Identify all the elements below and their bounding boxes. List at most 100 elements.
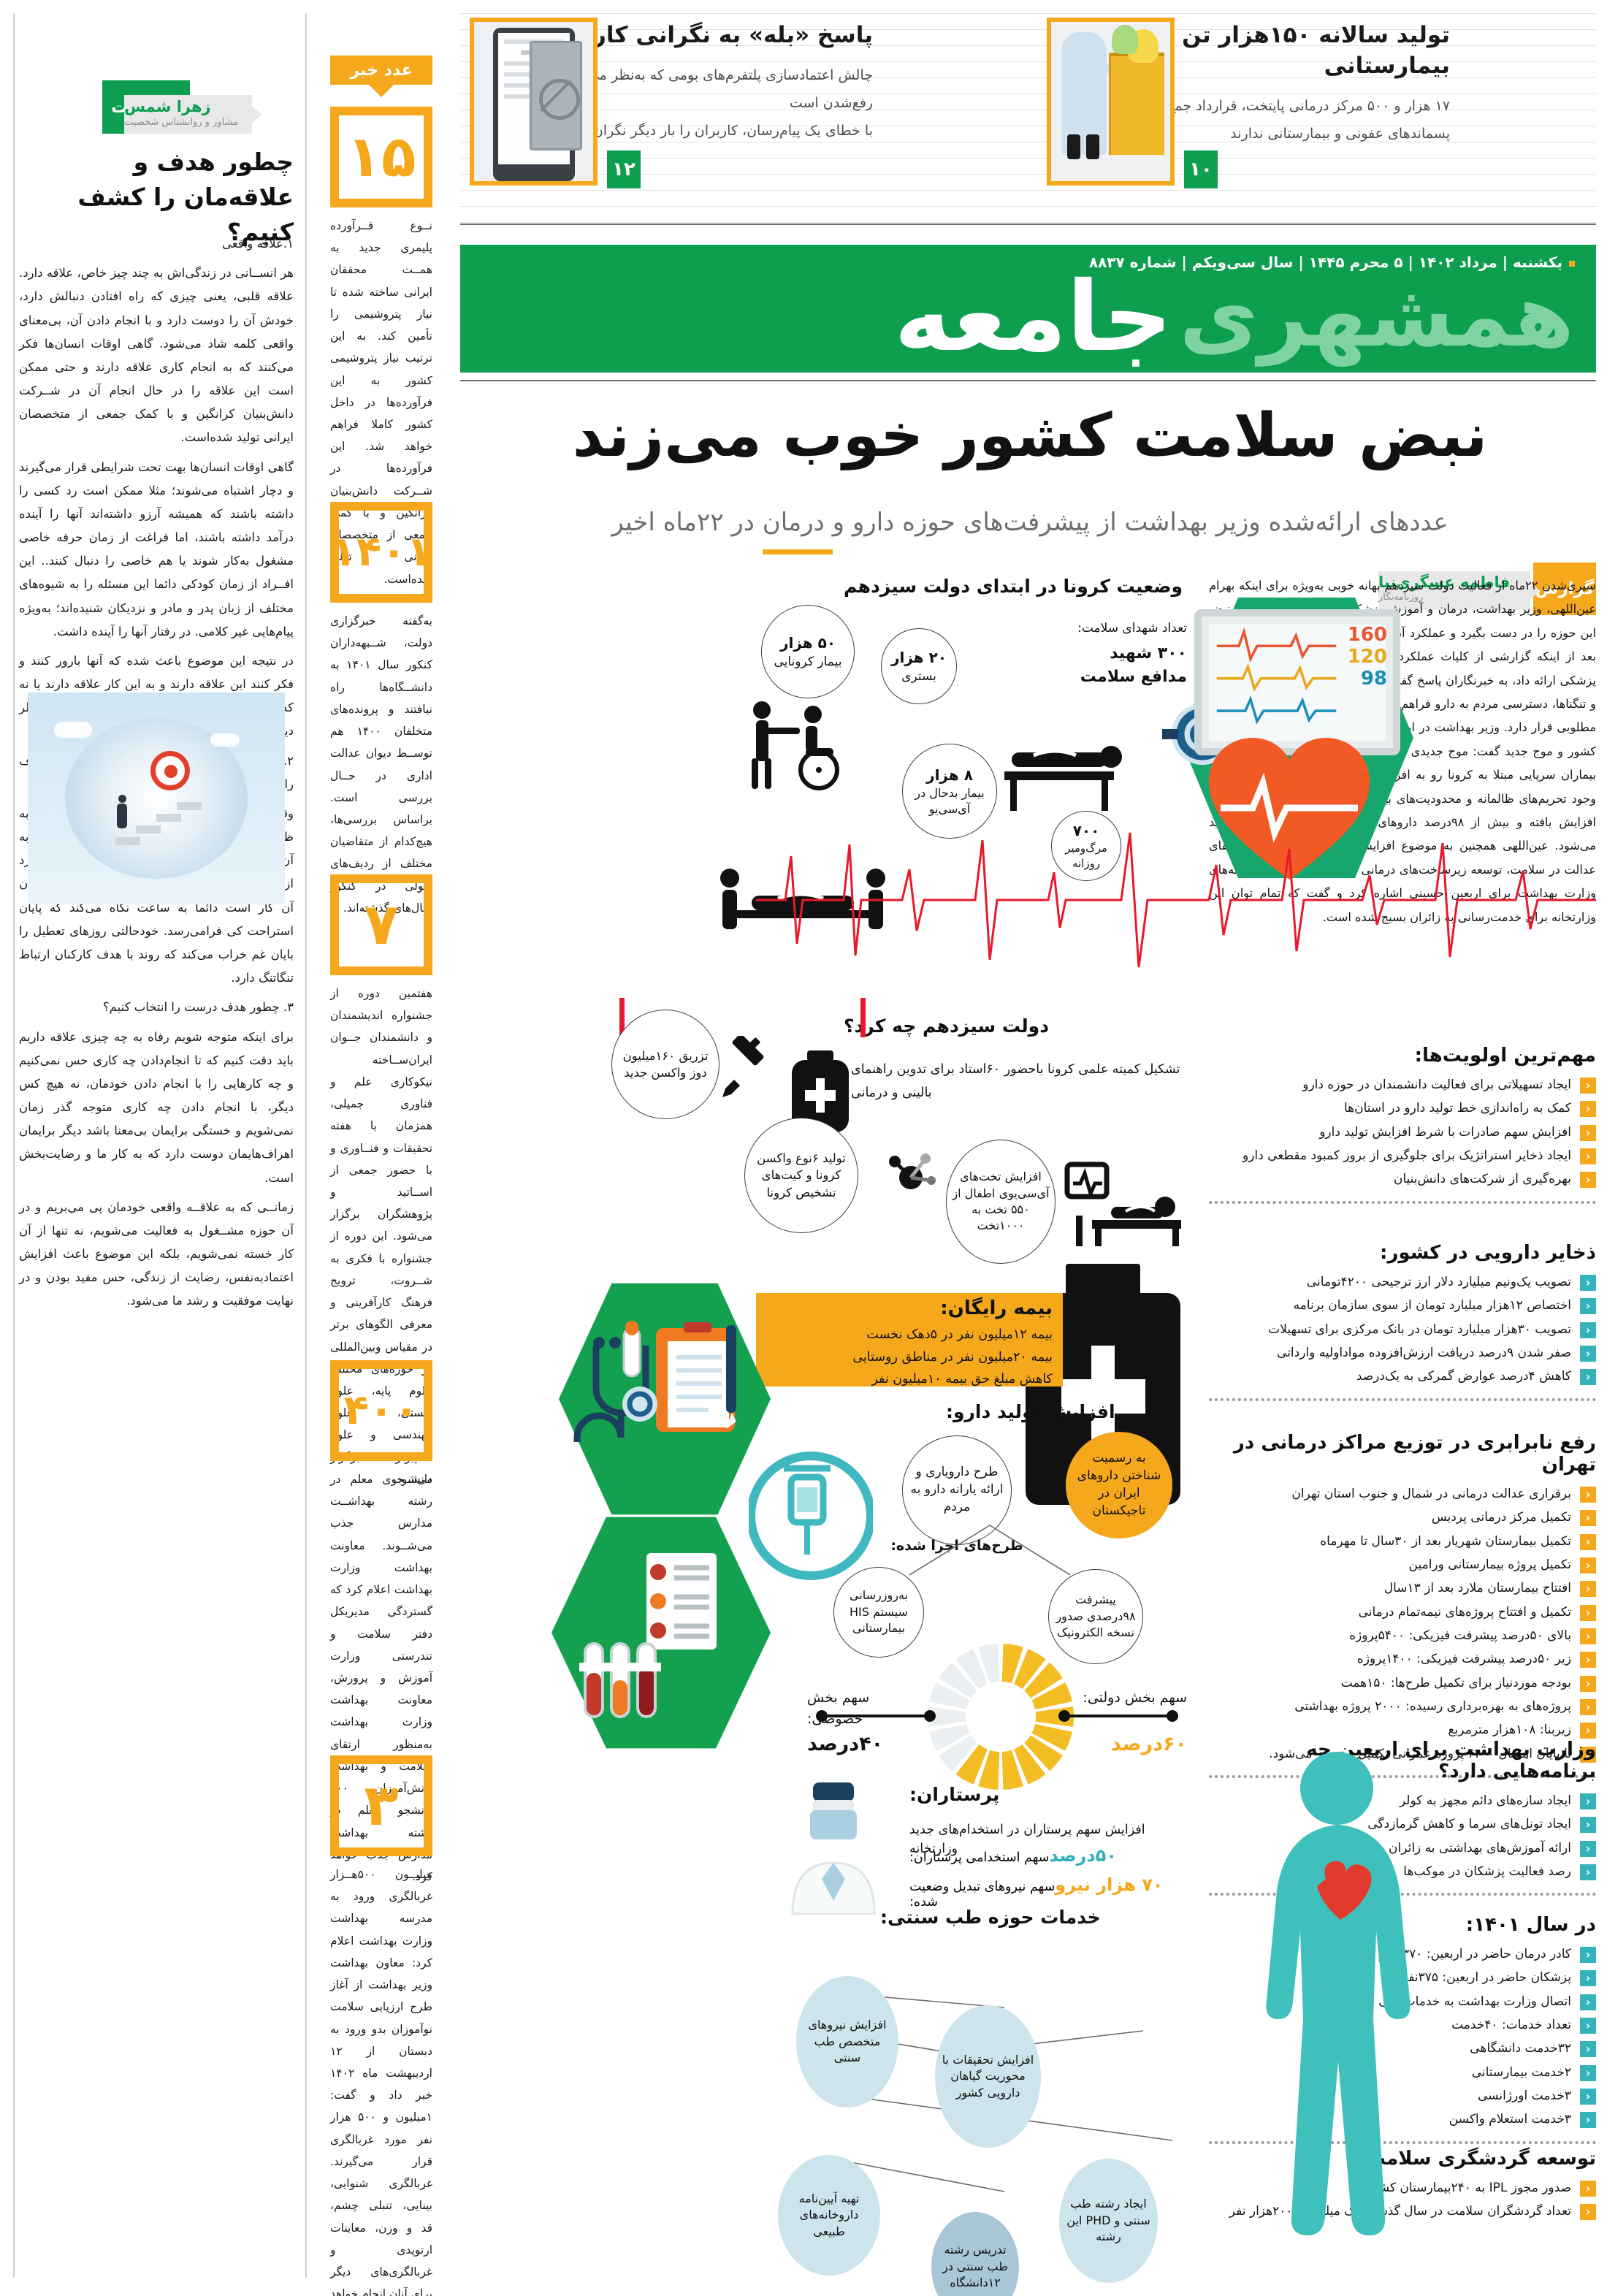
news-number-item: ۴۰۰ دانشــجوی معلم در رشته بهداشــت مدارس… bbox=[330, 1360, 432, 1888]
chevron-left-icon: ‹ bbox=[1580, 1723, 1596, 1739]
chevron-left-icon: ‹ bbox=[1580, 1970, 1596, 1987]
donut-segment-public bbox=[1024, 1735, 1063, 1771]
ecg-waveform bbox=[756, 832, 1596, 968]
list-item-label: پروژه‌های به بهره‌برداری رسیده: ۲۰۰۰ پرو… bbox=[1294, 1699, 1571, 1715]
top-teaser-strip: تولید سالانه ۱۵۰هزار تن پسماند بیمارستان… bbox=[460, 13, 1596, 225]
list-item: ‹ بالای ۵۰درصد پیشرفت فیزیکی: ۵۴۰۰پروژه bbox=[1209, 1626, 1596, 1645]
bubble-tajikistan-recognition: به رسمیت شناختن داروهای ایران در تاجیکست… bbox=[1066, 1432, 1172, 1538]
list-item: ‹ ۲خدمت بیمارستانی bbox=[1209, 2063, 1596, 2082]
chevron-left-icon: ‹ bbox=[1580, 1346, 1596, 1362]
chevron-left-icon: ‹ bbox=[1580, 1321, 1596, 1338]
bubble-value: ۷۰۰ bbox=[1072, 822, 1100, 839]
list-item: ‹ تصویب یک‌ونیم میلیارد دلار ارز ترجیحی ۴… bbox=[1209, 1273, 1596, 1292]
donut-segment-public bbox=[1013, 1744, 1046, 1785]
bubble-label: طرح دارویاری و ارائه یارانه دارو به مردم bbox=[910, 1465, 1004, 1514]
chevron-left-icon: ‹ bbox=[1580, 1148, 1596, 1165]
news-number-value: ۱۴۰۱ bbox=[330, 502, 432, 603]
news-number-value: ۳ bbox=[330, 1755, 432, 1856]
red-accent-mark bbox=[860, 998, 866, 1037]
news-number-value: ۴۰۰ bbox=[330, 1360, 432, 1461]
section-list: ‹ ایجاد سازه‌های دائم مجهز به کولر ‹ ایجاد … bbox=[1209, 1791, 1596, 1881]
section-divider bbox=[1209, 1893, 1596, 1896]
list-item-label: پزشکان حاضر در اربعین: ۳۷۵نفر bbox=[1401, 1970, 1571, 1986]
bubble-label: بیمار کرونایی bbox=[774, 654, 842, 669]
list-item-label: صفر شدن ۹درصد دریافت ارزش‌افزوده مواداول… bbox=[1277, 1346, 1571, 1361]
list-item: ‹ تکمیل پروژه بیمارستانی ورامین bbox=[1209, 1555, 1596, 1574]
list-item-label: ایجاد سازه‌های دائم مجهز به کولر bbox=[1399, 1793, 1571, 1808]
chevron-left-icon: ‹ bbox=[1580, 1510, 1596, 1527]
list-item-label: ۳خدمت استعلام واکسن bbox=[1448, 2112, 1571, 2127]
free-insurance-title: بیمه رایگان: bbox=[940, 1297, 1053, 1319]
list-item-label: بودجه موردنیاز برای تکمیل طرح‌ها: ۱۵۰همت bbox=[1340, 1675, 1571, 1690]
section-title: رفع نابرابری در توزیع مراکز درمانی در ته… bbox=[1233, 1432, 1597, 1476]
chevron-left-icon: ‹ bbox=[1580, 1864, 1596, 1881]
chevron-left-icon: ‹ bbox=[1580, 1628, 1596, 1645]
list-item: ‹ ایجاد تونل‌های سرما و کاهش گرمازدگی bbox=[1209, 1815, 1596, 1834]
list-item-label: افزایش سهم صادرات با شرط افزایش تولید دا… bbox=[1319, 1124, 1571, 1140]
public-share-label: سهم بخش دولتی: bbox=[1083, 1690, 1187, 1706]
drug-production-title: افزایش تولید دارو: bbox=[946, 1401, 1115, 1422]
bubble-traditional-medicine: ایجاد رشته طب سنتی و PHD این رشته bbox=[1059, 2159, 1158, 2283]
traditional-medicine-title: خدمات حوزه طب سنتی: bbox=[880, 1907, 1101, 1928]
nurses-title: پرستاران: bbox=[909, 1784, 1000, 1805]
bubble-icu-critical: ۸ هزار بیمار بدحال در آی‌سی‌یو bbox=[902, 744, 997, 839]
section-list: ‹ ایجاد تسهیلاتی برای فعالیت دانشمندان در… bbox=[1209, 1075, 1596, 1189]
person-figure-icon bbox=[117, 795, 127, 828]
chevron-left-icon: ‹ bbox=[1580, 1604, 1596, 1621]
teaser-page-number[interactable]: ۱۲ bbox=[607, 150, 641, 188]
nurses-line-3-label: سهم نیروهای تبدیل وضعیت شده: bbox=[909, 1880, 1056, 1910]
section-divider bbox=[1209, 1200, 1596, 1204]
list-item: ‹ بهره‌گیری از شرکت‌های دانش‌بنیان bbox=[1209, 1170, 1596, 1189]
teaser-page-number[interactable]: ۱۰ bbox=[1184, 150, 1218, 188]
list-item: ‹ افتتاح بیمارستان ملارد بعد از ۱۳سال bbox=[1209, 1579, 1596, 1598]
chevron-left-icon: ‹ bbox=[1580, 1652, 1596, 1668]
list-item: ‹ افزایش سهم صادرات با شرط افزایش تولید د… bbox=[1209, 1123, 1596, 1142]
chevron-left-icon: ‹ bbox=[1580, 2064, 1596, 2081]
list-item-label: رصد فعالیت پزشکان در موکب‌ها bbox=[1403, 1864, 1571, 1880]
donut-segment-private bbox=[939, 1735, 977, 1771]
martyrs-label: تعداد شهدای سلامت: bbox=[1077, 621, 1187, 636]
red-accent-mark bbox=[619, 998, 625, 1037]
list-item-label: ایجاد تونل‌های سرما و کاهش گرمازدگی bbox=[1367, 1817, 1571, 1832]
bubble-traditional-medicine: تهیه آیین‌نامه داروخانه‌های طبیعی bbox=[778, 2155, 880, 2276]
news-number-text: به‌گفته خبرگزاری دولت، شــبهه‌داران کنکو… bbox=[330, 614, 432, 915]
donut-segment-public bbox=[1013, 1649, 1046, 1690]
chevron-left-icon: ‹ bbox=[1580, 2041, 1596, 2058]
chevron-left-icon: ‹ bbox=[1580, 1581, 1596, 1598]
note-paragraph: برای اینکه متوجه شویم رفاه به چه چیزی عل… bbox=[19, 1029, 294, 1185]
public-private-share-donut-chart bbox=[928, 1644, 1074, 1790]
note-paragraph: ۱.علاقه واقعی bbox=[222, 237, 294, 251]
list-item: ‹ ایجاد سازه‌های دائم مجهز به کولر bbox=[1209, 1791, 1596, 1810]
bubble-traditional-medicine: افزایش نیروهای متخصص طب سنتی bbox=[796, 1976, 898, 2108]
donut-segment-public bbox=[1031, 1723, 1072, 1751]
list-item: ‹ صدور مجوز IPL به ۲۴۰بیمارستان کشور bbox=[1209, 2178, 1596, 2197]
page-subtitle: عددهای ارائه‌شده وزیر بهداشت از پیشرفت‌ه… bbox=[611, 508, 1448, 537]
list-item: ‹ اختصاص ۱۲هزار میلیارد تومان از سوی سازم… bbox=[1209, 1296, 1596, 1315]
list-item-label: تعداد خدمات: ۴۰خدمت bbox=[1451, 2018, 1571, 2033]
martyrs-value: ۳۰۰ شهید bbox=[1110, 644, 1187, 663]
news-number-text: میلیــون ۵۰۰هــزار غربالگری ورود به مدرس… bbox=[330, 1868, 432, 2296]
list-item-label: اختصاص ۱۲هزار میلیارد تومان از سوی سازما… bbox=[1293, 1298, 1571, 1313]
teaser-subtitle: چالش اعتمادسازی پلتفرم‌های بومی که به‌نظ… bbox=[464, 51, 1019, 145]
list-item: ‹ ۳خدمت استعلام واکسن bbox=[1209, 2110, 1596, 2129]
teaser-card-waste[interactable]: تولید سالانه ۱۵۰هزار تن پسماند بیمارستان… bbox=[1041, 18, 1596, 196]
report-author-role: روزنامه‌نگار bbox=[1378, 592, 1424, 603]
list-item: ‹ ۳۲خدمت دانشگاهی bbox=[1209, 2039, 1596, 2058]
section-divider bbox=[1209, 2140, 1596, 2144]
list-item-label: کاهش ۴درصد عوارض گمرکی به یک‌درصد bbox=[1356, 1369, 1571, 1384]
nurses-line-1: افزایش سهم پرستاران در استخدام‌های جدید … bbox=[909, 1823, 1145, 1857]
teaser-sub-line-2: با خطای یک پیام‌رسان، کاربران را بار دیگ… bbox=[527, 122, 873, 139]
list-item-label: تکمیل و افتتاح پروژه‌های نیمه‌تمام درمان… bbox=[1358, 1604, 1571, 1620]
news-number-item: ۱۵ نــوع فــرآورده پلیمری جدید به همــت م… bbox=[330, 107, 432, 590]
teaser-card-messenger[interactable]: پاسخ «بله» به نگرانی کاربران چالش اعتماد… bbox=[464, 18, 1019, 196]
section-divider bbox=[1209, 1775, 1596, 1779]
bubble-vaccine-doses: تزریق ۱۶۰میلیون دوز واکسن جدید bbox=[611, 1010, 719, 1119]
news-number-tag: عدد خبر bbox=[330, 56, 432, 97]
section-list: ‹ تصویب یک‌ونیم میلیارد دلار ارز ترجیحی ۴… bbox=[1209, 1273, 1596, 1387]
chevron-left-icon: ‹ bbox=[1580, 1557, 1596, 1574]
list-item-label: بالای ۵۰درصد پیشرفت فیزیکی: ۵۴۰۰پروژه bbox=[1349, 1628, 1571, 1644]
chevron-left-icon: ‹ bbox=[1580, 1840, 1596, 1857]
nurses-line-2-label: سهم استخدامی پرستاران: bbox=[909, 1850, 1050, 1865]
section-tehran-equity: رفع نابرابری در توزیع مراکز درمانی در ته… bbox=[1209, 1432, 1597, 1788]
list-item: ‹ پروژه‌های به بهره‌برداری رسیده: ۲۰۰۰ پر… bbox=[1209, 1697, 1596, 1716]
